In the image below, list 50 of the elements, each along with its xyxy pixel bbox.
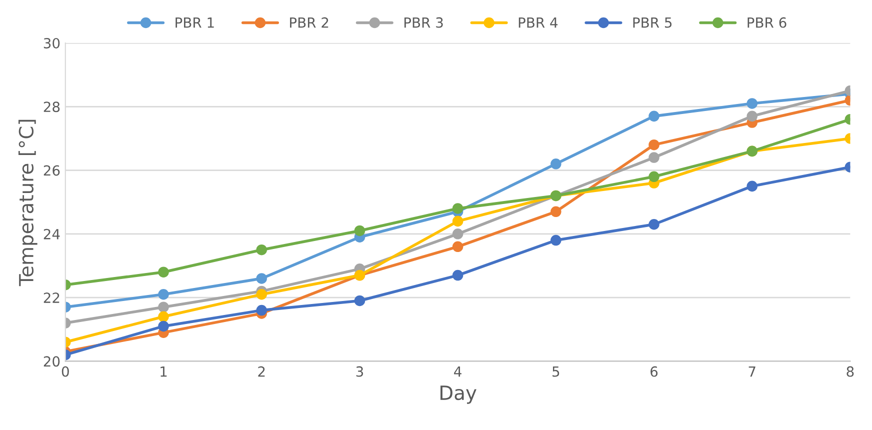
x-axis-title: Day	[440, 386, 476, 404]
point	[158, 311, 169, 322]
point	[256, 288, 267, 300]
x-tick-label: 1	[160, 366, 167, 377]
point	[648, 171, 660, 182]
point	[256, 304, 267, 316]
x-tick-label: 8	[846, 366, 854, 377]
y-axis-title: Temperature [°C]	[18, 120, 38, 286]
legend-label: PBR 6	[748, 17, 786, 28]
point	[452, 241, 464, 252]
legend-label: PBR 4	[518, 17, 558, 28]
point	[256, 273, 267, 284]
point	[648, 218, 660, 230]
point	[256, 244, 267, 256]
point	[648, 110, 660, 122]
x-tick-label: 6	[650, 366, 658, 377]
y-tick-label: 26	[44, 165, 60, 176]
x-tick-label: 2	[258, 366, 265, 377]
point	[158, 266, 169, 278]
x-tick-label: 5	[552, 366, 560, 377]
point	[648, 139, 660, 150]
x-tick-label: 7	[748, 366, 756, 377]
legend-label: PBR 3	[404, 17, 443, 28]
legend-label: PBR 1	[176, 17, 214, 28]
point	[452, 228, 464, 240]
point	[158, 320, 169, 332]
point	[354, 225, 366, 236]
point	[746, 110, 758, 122]
y-tick-label: 24	[44, 228, 60, 240]
y-tick-label: 30	[44, 38, 60, 48]
y-tick-label: 28	[44, 102, 60, 112]
point	[452, 270, 464, 281]
point	[746, 180, 758, 192]
point	[550, 234, 562, 246]
x-tick-label: 0	[62, 366, 69, 377]
point	[158, 288, 169, 300]
point	[550, 158, 562, 170]
y-tick-label: 22	[44, 292, 60, 303]
x-tick-label: 4	[454, 366, 462, 377]
point	[648, 152, 660, 163]
point	[452, 203, 464, 214]
point	[158, 302, 169, 312]
legend-label: PBR 2	[290, 17, 328, 28]
point	[452, 216, 464, 227]
point	[746, 98, 758, 109]
legend-label: PBR 5	[633, 17, 672, 28]
point	[550, 206, 562, 218]
point	[354, 295, 366, 306]
x-tick-label: 3	[356, 366, 364, 377]
y-tick-label: 20	[44, 356, 60, 367]
